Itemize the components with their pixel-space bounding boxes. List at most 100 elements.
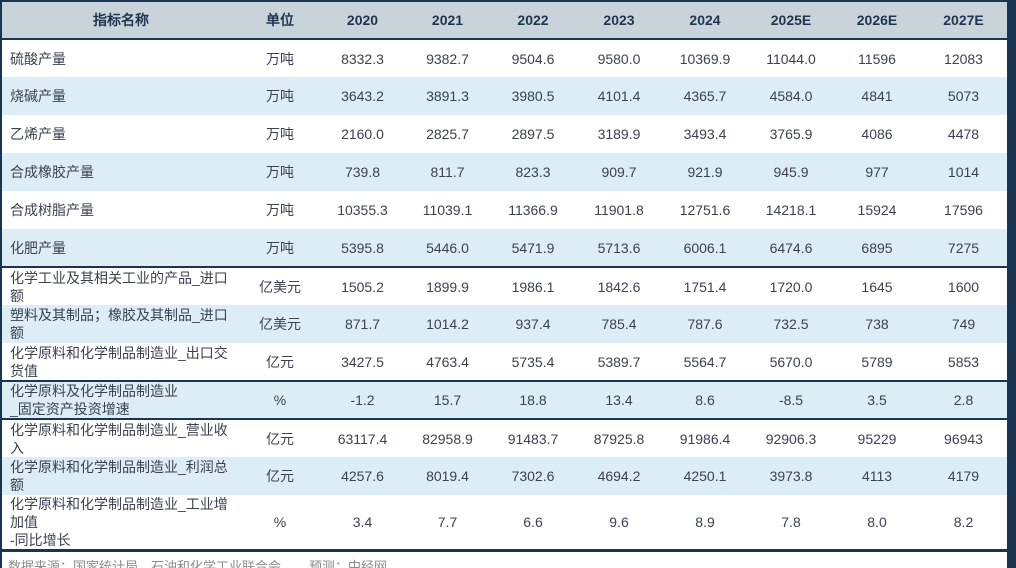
value-cell: 1751.4	[683, 278, 727, 295]
value-cell: 7.8	[748, 495, 834, 552]
value-cell: 14218.1	[765, 202, 817, 218]
column-header: 单位	[240, 1, 320, 40]
value-cell: 5670.0	[748, 343, 834, 382]
value-cell: 9.6	[576, 495, 662, 552]
unit-cell: 万吨	[266, 202, 294, 218]
value-cell: 7302.6	[511, 468, 555, 484]
table-row: 化学原料及化学制品制造业 _固定资产投资增速% -1.2 15.7 18.8 13.4 8…	[2, 381, 1007, 420]
value-cell: 5853	[920, 343, 1007, 382]
table-row: 塑料及其制品；橡胶及其制品_进口额 亿美元 871.7 1014.2 937.4 785.…	[2, 305, 1007, 343]
indicator-name-cell: 化学原料和化学制品制造业_出口交货值	[2, 343, 240, 382]
value-cell: 5713.6	[576, 229, 662, 268]
table-row: 化肥产量 万吨 5395.8 5446.0 5471.9 5713.6 6006.1 6474…	[2, 229, 1007, 268]
value-cell: 11044.0	[766, 50, 816, 67]
value-cell: 96943	[944, 430, 983, 447]
value-cell: 1899.9	[426, 278, 469, 295]
table-row: 合成橡胶产量 万吨 739.8 811.7 823.3 909.7 921.9 945.9 97…	[2, 153, 1007, 191]
value-cell: 11039.1	[422, 202, 473, 218]
value-cell: 4763.4	[405, 343, 490, 382]
value-cell: 11901.8	[594, 202, 644, 218]
value-cell: 749	[951, 316, 976, 332]
value-cell: 92906.3	[765, 430, 817, 447]
value-cell: 9382.7	[426, 50, 469, 67]
value-cell: 1505.2	[341, 278, 384, 295]
table-row: 合成树脂产量 万吨 10355.3 11039.1 11366.9 11901.8 1275…	[2, 191, 1007, 229]
value-cell: 9580.0	[597, 50, 641, 67]
column-header: 2020	[320, 1, 405, 40]
value-cell: 12083	[944, 50, 983, 67]
value-cell: 909.7	[601, 164, 637, 180]
value-cell: 6895	[834, 229, 920, 268]
table-row: 化学工业及其相关工业的产品_进口额 亿美元 1505.2 1899.9 1986.1 18…	[2, 267, 1007, 305]
value-cell: 5395.8	[320, 229, 405, 268]
value-cell: 921.9	[687, 164, 723, 180]
value-cell: 4841	[861, 88, 893, 104]
value-cell: 9504.6	[511, 50, 555, 67]
value-cell: 739.8	[344, 164, 381, 180]
table-row: 乙烯产量 万吨 2160.0 2825.7 2897.5 3189.9 3493.4 3765…	[2, 115, 1007, 153]
value-cell: 3189.9	[597, 126, 641, 142]
value-cell: 5073	[947, 88, 980, 104]
value-cell: -1.2	[320, 381, 405, 420]
column-header: 2026E	[834, 1, 920, 40]
value-cell: 95229	[857, 430, 897, 447]
unit-cell: 万吨	[266, 126, 294, 142]
value-cell: 937.4	[515, 316, 551, 332]
value-cell: 738	[865, 316, 889, 332]
value-cell: 4179	[947, 468, 980, 484]
value-cell: 6006.1	[662, 229, 748, 268]
value-cell: 3980.5	[511, 88, 555, 104]
indicator-name-cell: 塑料及其制品；橡胶及其制品_进口额	[10, 307, 228, 341]
table-row: 化学原料和化学制品制造业_营业收入 亿元 63117.4 82958.9 91483.7…	[2, 419, 1007, 457]
forecast-label: 预测：中经网	[309, 558, 388, 568]
value-cell: 15.7	[405, 381, 490, 420]
value-cell: 5735.4	[490, 343, 576, 382]
table-row: 化学原料和化学制品制造业_工业增加值 -同比增长% 3.4 7.7 6.6 9.6 8.9…	[2, 495, 1007, 552]
value-cell: 945.9	[773, 164, 809, 180]
value-cell: 91483.7	[507, 430, 559, 447]
indicator-name-cell: 化肥产量	[2, 229, 240, 268]
value-cell: 87925.8	[593, 430, 645, 447]
value-cell: 1014	[947, 164, 980, 180]
value-cell: 5446.0	[405, 229, 490, 268]
value-cell: 63117.4	[337, 430, 388, 447]
column-header: 2024	[662, 1, 748, 40]
value-cell: 6474.6	[748, 229, 834, 268]
value-cell: 4113	[861, 468, 893, 484]
value-cell: 5564.7	[662, 343, 748, 382]
unit-cell: 万吨	[266, 50, 294, 67]
value-cell: 787.6	[687, 316, 723, 332]
table-body: 硫酸产量 万吨 8332.3 9382.7 9504.6 9580.0 10369.9 110…	[2, 39, 1007, 552]
column-header: 2027E	[920, 1, 1007, 40]
value-cell: 7.7	[405, 495, 490, 552]
value-cell: 2.8	[920, 381, 1007, 420]
value-cell: 3.4	[320, 495, 405, 552]
value-cell: 1986.1	[511, 278, 555, 295]
value-cell: 1720.0	[769, 278, 813, 295]
value-cell: 5471.9	[490, 229, 576, 268]
data-source-note: 数据来源：国家统计局、石油和化学工业联合会 预测：中经网	[2, 552, 1007, 568]
indicator-name-cell: 化学原料及化学制品制造业 _固定资产投资增速	[2, 381, 240, 420]
table-row: 化学原料和化学制品制造业_出口交货值 亿元 3427.5 4763.4 5735.4 53…	[2, 343, 1007, 382]
value-cell: 977	[865, 164, 889, 180]
value-cell: 5789	[834, 343, 920, 382]
value-cell: 1842.6	[597, 278, 641, 295]
table-row: 烧碱产量 万吨 3643.2 3891.3 3980.5 4101.4 4365.7 4584…	[2, 77, 1007, 115]
value-cell: 91986.4	[679, 430, 731, 447]
indicator-name-cell: 化学原料和化学制品制造业_工业增加值 -同比增长	[2, 495, 240, 552]
value-cell: 732.5	[773, 316, 809, 332]
column-header: 2021	[405, 1, 490, 40]
value-cell: 1645	[861, 278, 893, 295]
value-cell: 8.0	[834, 495, 920, 552]
value-cell: 6.6	[490, 495, 576, 552]
value-cell: 8.2	[920, 495, 1007, 552]
value-cell: 823.3	[515, 164, 551, 180]
indicator-data-table: 指标名称 单位 2020 2021 2022 2023 2024 2025E 2026E 2027…	[2, 0, 1007, 552]
value-cell: 11596	[858, 50, 896, 67]
indicator-name-cell: 烧碱产量	[10, 88, 66, 104]
value-cell: 4694.2	[597, 468, 641, 484]
value-cell: 871.7	[344, 316, 381, 332]
indicator-name-cell: 化学原料和化学制品制造业_营业收入	[10, 421, 228, 456]
unit-cell: 万吨	[240, 229, 320, 268]
